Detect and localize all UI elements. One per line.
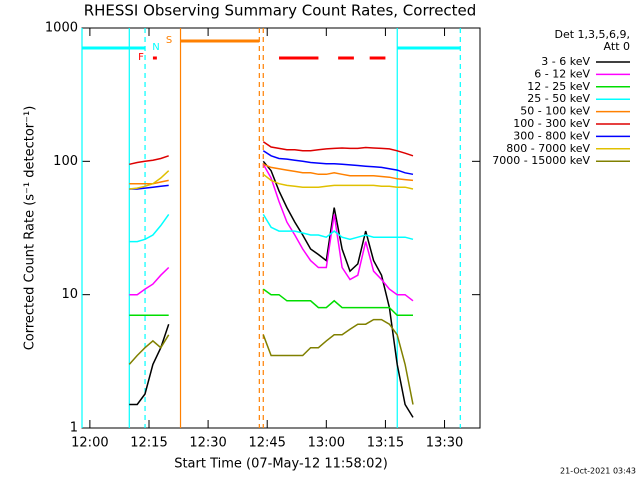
series-line: [129, 213, 414, 243]
series-line: [129, 141, 414, 166]
flag-label: F: [138, 52, 144, 63]
y-axis-label: Corrected Count Rate (s⁻¹ detector⁻¹): [23, 106, 38, 351]
legend-label: 3 - 6 keV: [541, 55, 590, 68]
series-line: [129, 170, 414, 190]
x-axis-label: Start Time (07-May-12 11:58:02): [174, 457, 388, 472]
x-tick-label: 12:30: [189, 436, 226, 451]
series-line: [128, 318, 414, 405]
x-tick-label: 12:15: [130, 436, 167, 451]
x-tick-label: 12:00: [71, 436, 108, 451]
legend-title: Att 0: [604, 40, 630, 53]
y-tick-label: 1000: [45, 21, 78, 36]
y-tick-label: 10: [61, 287, 78, 302]
legend-label: 25 - 50 keV: [527, 92, 590, 105]
series-line: [129, 163, 414, 185]
y-tick-label: 100: [53, 154, 78, 169]
series-line: [129, 163, 414, 302]
legend-label: 6 - 12 keV: [534, 67, 590, 80]
x-tick-label: 13:15: [367, 436, 404, 451]
series-line: [129, 288, 413, 317]
flag-label: S: [166, 35, 172, 46]
x-tick-label: 12:45: [248, 436, 285, 451]
legend-label: 100 - 300 keV: [513, 117, 590, 130]
chart-title: RHESSI Observing Summary Count Rates, Co…: [84, 2, 477, 20]
series-line: [129, 160, 414, 418]
legend-label: 50 - 100 keV: [520, 105, 590, 118]
flag-label: N: [152, 42, 159, 53]
y-tick-label: 1: [70, 421, 78, 436]
x-tick-label: 13:00: [308, 436, 345, 451]
footer: 21-Oct-2021 03:43: [560, 467, 636, 476]
x-tick-label: 13:30: [426, 436, 463, 451]
legend-label: 800 - 7000 keV: [506, 142, 590, 155]
legend-title: Det 1,3,5,6,9,: [554, 28, 630, 41]
plot-frame: [81, 27, 481, 429]
legend-label: 12 - 25 keV: [527, 80, 590, 93]
legend-label: 7000 - 15000 keV: [492, 154, 590, 167]
legend-label: 300 - 800 keV: [513, 129, 590, 142]
